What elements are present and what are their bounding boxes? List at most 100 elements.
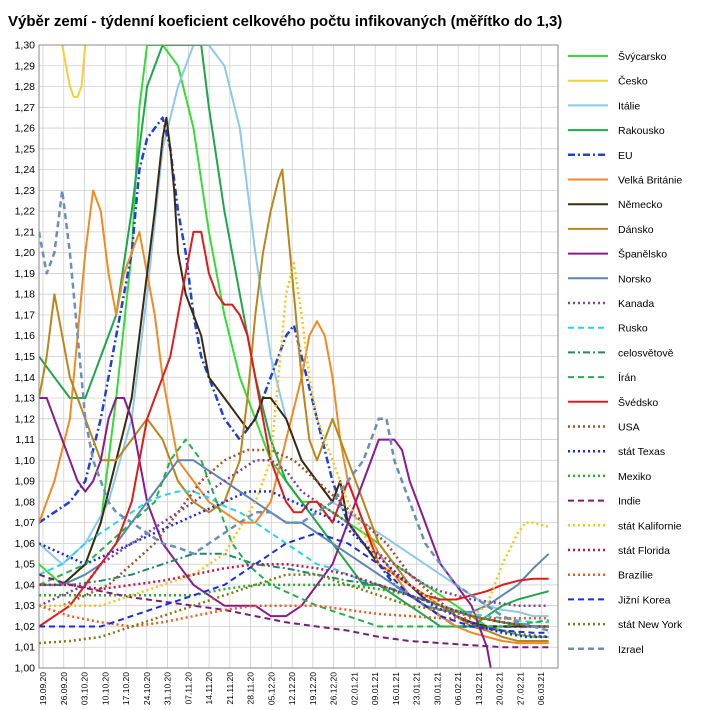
x-tick-label: 14.11.20 (204, 672, 214, 705)
legend-item-celosvetove: celosvětově (568, 347, 674, 359)
x-tick-label: 13.02.21 (474, 672, 484, 705)
y-tick-label: 1,08 (15, 496, 36, 508)
y-tick-label: 1,06 (15, 538, 36, 550)
legend-label: Rakousko (618, 125, 665, 137)
legend-label: Španělsko (618, 248, 667, 261)
x-tick-label: 31.10.20 (163, 672, 173, 705)
series-line-rusko (39, 490, 549, 624)
legend-item-izrael: Izrael (568, 644, 644, 656)
legend-label: Švýcarsko (618, 50, 667, 63)
legend-label: Itálie (618, 100, 640, 112)
series-line-jizni-korea (39, 532, 549, 634)
series-line-brazilie (39, 604, 549, 628)
legend-label: Rusko (618, 323, 648, 335)
x-tick-label: 10.10.20 (100, 672, 110, 705)
legend-item-brazilie: Brazílie (568, 570, 653, 582)
series-line-celosvetove (39, 552, 549, 628)
y-tick-label: 1,11 (15, 434, 35, 446)
y-tick-label: 1,10 (15, 455, 36, 467)
y-tick-label: 1,21 (15, 226, 36, 238)
x-tick-label: 28.11.20 (246, 672, 256, 705)
legend-item-rusko: Rusko (568, 323, 648, 335)
x-tick-label: 03.10.20 (80, 672, 90, 705)
legend-item-svycarsko: Švýcarsko (568, 50, 667, 63)
legend-label: Jižní Korea (618, 594, 671, 606)
x-tick-label: 02.01.21 (349, 672, 359, 705)
legend-label: USA (618, 422, 640, 434)
series-line-indie (39, 573, 549, 649)
y-tick-label: 1,23 (15, 185, 36, 197)
x-tick-label: 09.01.21 (370, 672, 380, 705)
x-tick-label: 12.12.20 (287, 672, 297, 705)
legend-label: stát Kalifornie (618, 520, 682, 532)
plot-area (39, 45, 550, 668)
legend-item-stat-florida: stát Florida (568, 545, 670, 557)
y-tick-label: 1,24 (15, 164, 36, 176)
legend-label: Německo (618, 199, 663, 211)
y-tick-label: 1,03 (15, 600, 36, 612)
legend-label: stát New York (618, 619, 683, 631)
series-line-stat-texas (39, 490, 549, 639)
y-tick-label: 1,00 (15, 663, 36, 675)
y-tick-label: 1,05 (15, 559, 36, 571)
legend-item-usa: USA (568, 422, 640, 434)
legend-label: Izrael (618, 644, 644, 656)
legend: Švýcarsko Česko Itálie Rakousko EU Velká Brit… (568, 50, 683, 656)
y-tick-label: 1,01 (15, 642, 36, 654)
legend-item-nemecko: Německo (568, 199, 663, 211)
series-line-velka-britanie (39, 189, 549, 645)
y-tick-label: 1,25 (15, 143, 36, 155)
y-tick-label: 1,19 (15, 268, 36, 280)
x-tick-label: 24.10.20 (142, 672, 152, 705)
legend-label: Mexiko (618, 471, 651, 483)
legend-label: EU (618, 150, 633, 162)
x-tick-label: 21.11.20 (225, 672, 235, 705)
legend-item-indie: Indie (568, 496, 641, 508)
y-tick-label: 1,13 (15, 393, 36, 405)
x-tick-label: 06.03.21 (536, 672, 546, 705)
legend-item-stat-texas: stát Texas (568, 446, 665, 458)
legend-label: Švédsko (618, 396, 658, 409)
legend-item-velka-britanie: Velká Británie (568, 175, 682, 187)
legend-label: Brazílie (618, 570, 653, 582)
series-line-stat-florida (39, 562, 549, 628)
legend-item-italie: Itálie (568, 100, 640, 112)
y-tick-label: 1,30 (15, 40, 36, 52)
legend-item-spanelsko: Španělsko (568, 248, 667, 261)
x-axis: 19.09.20 26.09.20 03.10.20 10.10.20 17.10.20… (38, 672, 546, 705)
legend-label: Kanada (618, 298, 654, 310)
y-tick-label: 1,18 (15, 289, 36, 301)
y-tick-label: 1,16 (15, 330, 36, 342)
x-tick-label: 26.12.20 (329, 672, 339, 705)
y-tick-label: 1,15 (15, 351, 36, 363)
y-axis: 1,00 1,01 1,02 1,03 1,04 1,05 1,06 1,07 1,08 1,09… (15, 40, 36, 675)
series-line-svedsko (39, 230, 549, 628)
legend-label: Česko (618, 75, 648, 88)
legend-item-eu: EU (568, 150, 633, 162)
legend-label: Velká Británie (618, 175, 682, 187)
y-tick-label: 1,20 (15, 247, 36, 259)
plot-frame (38, 44, 559, 669)
legend-label: Dánsko (618, 224, 654, 236)
y-tick-label: 1,07 (15, 517, 36, 529)
legend-item-cesko: Česko (568, 75, 648, 88)
x-tick-label: 20.02.21 (495, 672, 505, 705)
y-tick-label: 1,14 (15, 372, 36, 384)
y-tick-label: 1,26 (15, 123, 36, 135)
x-tick-label: 19.09.20 (38, 672, 48, 705)
x-tick-label: 19.12.20 (308, 672, 318, 705)
y-tick-label: 1,04 (15, 579, 36, 591)
y-tick-label: 1,27 (15, 102, 36, 114)
x-tick-label: 07.11.20 (183, 672, 193, 705)
x-tick-label: 17.10.20 (121, 672, 131, 705)
y-tick-label: 1,17 (15, 309, 36, 321)
legend-label: Indie (618, 496, 641, 508)
legend-label: Írán (618, 371, 636, 384)
legend-item-rakousko: Rakousko (568, 125, 665, 137)
y-tick-label: 1,02 (15, 621, 36, 633)
y-tick-label: 1,12 (15, 413, 36, 425)
legend-item-jizni-korea: Jižní Korea (568, 594, 671, 606)
x-tick-label: 26.09.20 (59, 672, 69, 705)
